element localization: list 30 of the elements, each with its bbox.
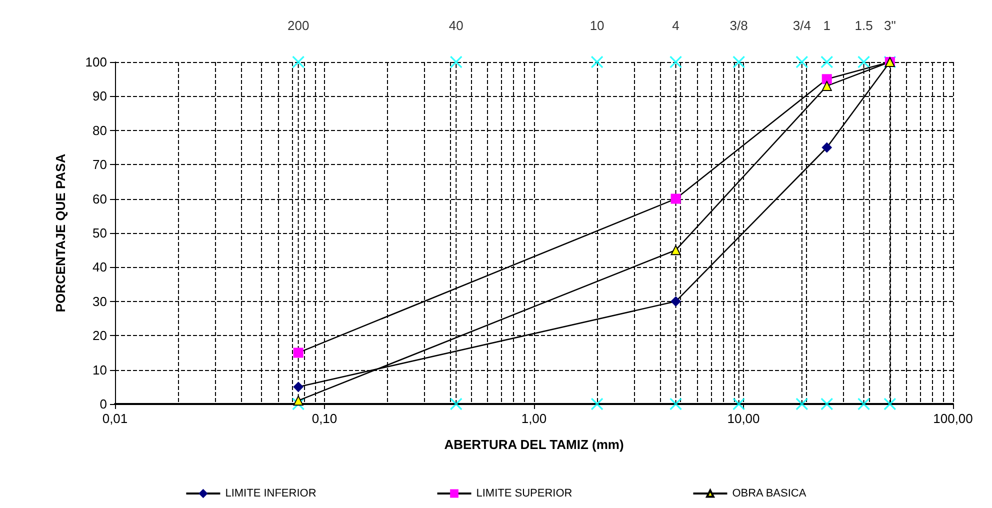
annotation: 3"	[884, 18, 896, 33]
annotation: 10	[590, 18, 604, 33]
y-tick-label: 0	[100, 396, 107, 412]
y-tick-label: 20	[92, 328, 107, 344]
legend-label: LIMITE INFERIOR	[225, 488, 316, 500]
x-tick-label: 10,00	[727, 411, 760, 426]
y-tick-label: 60	[92, 191, 107, 206]
annotation: 200	[287, 18, 310, 33]
y-tick-label: 100	[85, 54, 107, 70]
x-tick-label: 1,00	[521, 411, 547, 426]
annotation: 1.5	[854, 18, 873, 33]
annotation: 40	[448, 18, 464, 33]
annotation: 3/8	[730, 18, 748, 33]
y-tick-label: 80	[92, 122, 107, 138]
y-tick-label: 40	[92, 260, 107, 275]
x-axis-title: ABERTURA DEL TAMIZ (mm)	[444, 437, 624, 452]
legend-label: OBRA BASICA	[732, 488, 807, 500]
y-tick-label: 90	[92, 88, 107, 104]
y-tick-label: 50	[92, 226, 107, 240]
y-tick-label: 70	[92, 157, 107, 172]
x-tick-label: 0,10	[312, 411, 338, 426]
y-tick-label: 10	[92, 362, 107, 378]
annotation: 3/4	[792, 18, 811, 33]
annotation: 1	[823, 18, 830, 33]
y-axis-title: PORCENTAJE QUE PASA	[53, 153, 68, 312]
annotation: 4	[672, 18, 680, 33]
legend-label: LIMITE SUPERIOR	[476, 488, 572, 500]
x-tick-label: 100,00	[933, 411, 973, 426]
y-tick-label: 30	[92, 294, 107, 309]
x-tick-label: 0,01	[102, 411, 128, 426]
